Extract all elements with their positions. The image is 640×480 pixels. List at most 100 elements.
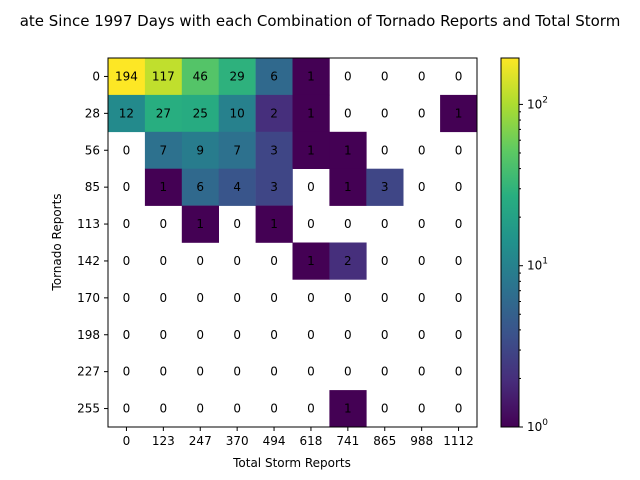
cell-value-label: 0 <box>381 291 389 305</box>
cell-value-label: 7 <box>233 143 241 157</box>
heatmap-cell <box>329 168 367 206</box>
heatmap-cell <box>329 242 367 280</box>
cell-value-label: 0 <box>381 254 389 268</box>
heatmap-cell <box>292 94 330 133</box>
y-tick-label: 113 <box>77 217 100 231</box>
cell-value-label: 1 <box>196 217 204 231</box>
heatmap-cell <box>218 168 256 206</box>
cell-value-label: 2 <box>270 106 278 120</box>
cell-value-label: 0 <box>418 254 426 268</box>
heatmap-cell-labels: 194 117 46 29 6 1 0 0 0 012 27 25 10 2 1 0 0 0 10 7 9 7 3 1 1 0 0 0… <box>115 69 462 415</box>
x-tick-label: 123 <box>152 434 175 448</box>
heatmap-cell <box>366 168 404 206</box>
cell-value-label: 27 <box>156 106 171 120</box>
heatmap-cell <box>329 131 367 169</box>
heatmap-cell <box>292 131 330 169</box>
cell-value-label: 0 <box>455 69 463 83</box>
cell-value-label: 29 <box>230 69 245 83</box>
y-axis-ticks: 0 28 56 85 113 142 170 198 227 255 <box>77 69 108 416</box>
colorbar-tick-label: 102 <box>527 95 548 111</box>
heatmap-cell <box>329 390 367 428</box>
heatmap-cell <box>292 58 330 96</box>
cell-value-label: 1 <box>307 106 315 120</box>
x-axis-label: Total Storm Reports <box>232 456 351 470</box>
cell-value-label: 3 <box>270 143 278 157</box>
cell-value-label: 0 <box>344 217 352 231</box>
cell-value-label: 0 <box>381 69 389 83</box>
cell-value-label: 0 <box>381 143 389 157</box>
colorbar: 100 101 102 <box>500 57 548 434</box>
cell-value-label: 4 <box>233 180 241 194</box>
cell-value-label: 1 <box>307 254 315 268</box>
cell-value-label: 1 <box>344 143 352 157</box>
cell-value-label: 0 <box>233 328 241 342</box>
cell-value-label: 0 <box>418 106 426 120</box>
colorbar-ticks: 100 101 102 <box>519 95 548 434</box>
heatmap-cell <box>144 94 183 133</box>
cell-value-label: 0 <box>233 402 241 416</box>
x-tick-label: 494 <box>263 434 286 448</box>
cell-value-label: 0 <box>455 143 463 157</box>
cell-value-label: 0 <box>381 106 389 120</box>
heatmap-cell <box>144 58 183 96</box>
heatmap-cell <box>440 94 478 133</box>
y-axis-label: Tornado Reports <box>50 193 64 291</box>
cell-value-label: 0 <box>270 254 278 268</box>
cell-value-label: 0 <box>123 402 131 416</box>
cell-value-label: 0 <box>160 365 168 379</box>
cell-value-label: 0 <box>270 328 278 342</box>
x-tick-label: 618 <box>299 434 322 448</box>
cell-value-label: 0 <box>455 254 463 268</box>
x-axis-ticks: 0 123 247 370 494 618 741 865 988 1112 <box>123 427 474 448</box>
cell-value-label: 0 <box>196 402 204 416</box>
heatmap-cells <box>108 58 478 428</box>
cell-value-label: 0 <box>270 365 278 379</box>
cell-value-label: 0 <box>196 291 204 305</box>
cell-value-label: 1 <box>270 217 278 231</box>
cell-value-label: 0 <box>233 291 241 305</box>
plot-frame <box>107 57 478 428</box>
cell-value-label: 10 <box>230 106 245 120</box>
colorbar-gradient <box>500 57 520 428</box>
cell-value-label: 0 <box>455 402 463 416</box>
cell-value-label: 0 <box>418 143 426 157</box>
cell-value-label: 0 <box>307 365 315 379</box>
cell-value-label: 0 <box>344 106 352 120</box>
cell-value-label: 0 <box>307 217 315 231</box>
cell-value-label: 0 <box>381 328 389 342</box>
cell-value-label: 0 <box>123 254 131 268</box>
cell-value-label: 0 <box>123 180 131 194</box>
cell-value-label: 7 <box>160 143 168 157</box>
chart-title: ate Since 1997 Days with each Combinatio… <box>20 12 621 30</box>
x-tick-label: 1112 <box>443 434 474 448</box>
colorbar-tick-label: 100 <box>527 418 548 434</box>
cell-value-label: 0 <box>123 143 131 157</box>
cell-value-label: 0 <box>196 254 204 268</box>
x-tick-label: 247 <box>189 434 212 448</box>
heatmap-cell <box>255 205 293 243</box>
y-tick-label: 56 <box>85 143 100 157</box>
cell-value-label: 1 <box>160 180 168 194</box>
cell-value-label: 0 <box>418 180 426 194</box>
x-tick-label: 865 <box>373 434 396 448</box>
cell-value-label: 0 <box>418 69 426 83</box>
heatmap-cell <box>181 58 219 96</box>
y-tick-label: 85 <box>85 180 100 194</box>
cell-value-label: 0 <box>160 291 168 305</box>
cell-value-label: 0 <box>270 402 278 416</box>
colorbar-tick-label: 101 <box>527 257 548 273</box>
cell-value-label: 0 <box>455 291 463 305</box>
heatmap-cell <box>181 131 219 169</box>
cell-value-label: 0 <box>381 365 389 379</box>
heatmap-cell <box>144 168 183 206</box>
cell-value-label: 0 <box>196 365 204 379</box>
heatmap-cell <box>255 131 293 169</box>
heatmap-cell <box>218 131 256 169</box>
cell-value-label: 1 <box>307 143 315 157</box>
heatmap-cell <box>255 168 293 206</box>
heatmap-cell <box>144 131 183 169</box>
heatmap-cell <box>181 168 219 206</box>
cell-value-label: 0 <box>381 217 389 231</box>
cell-value-label: 0 <box>344 69 352 83</box>
y-tick-label: 170 <box>77 291 100 305</box>
